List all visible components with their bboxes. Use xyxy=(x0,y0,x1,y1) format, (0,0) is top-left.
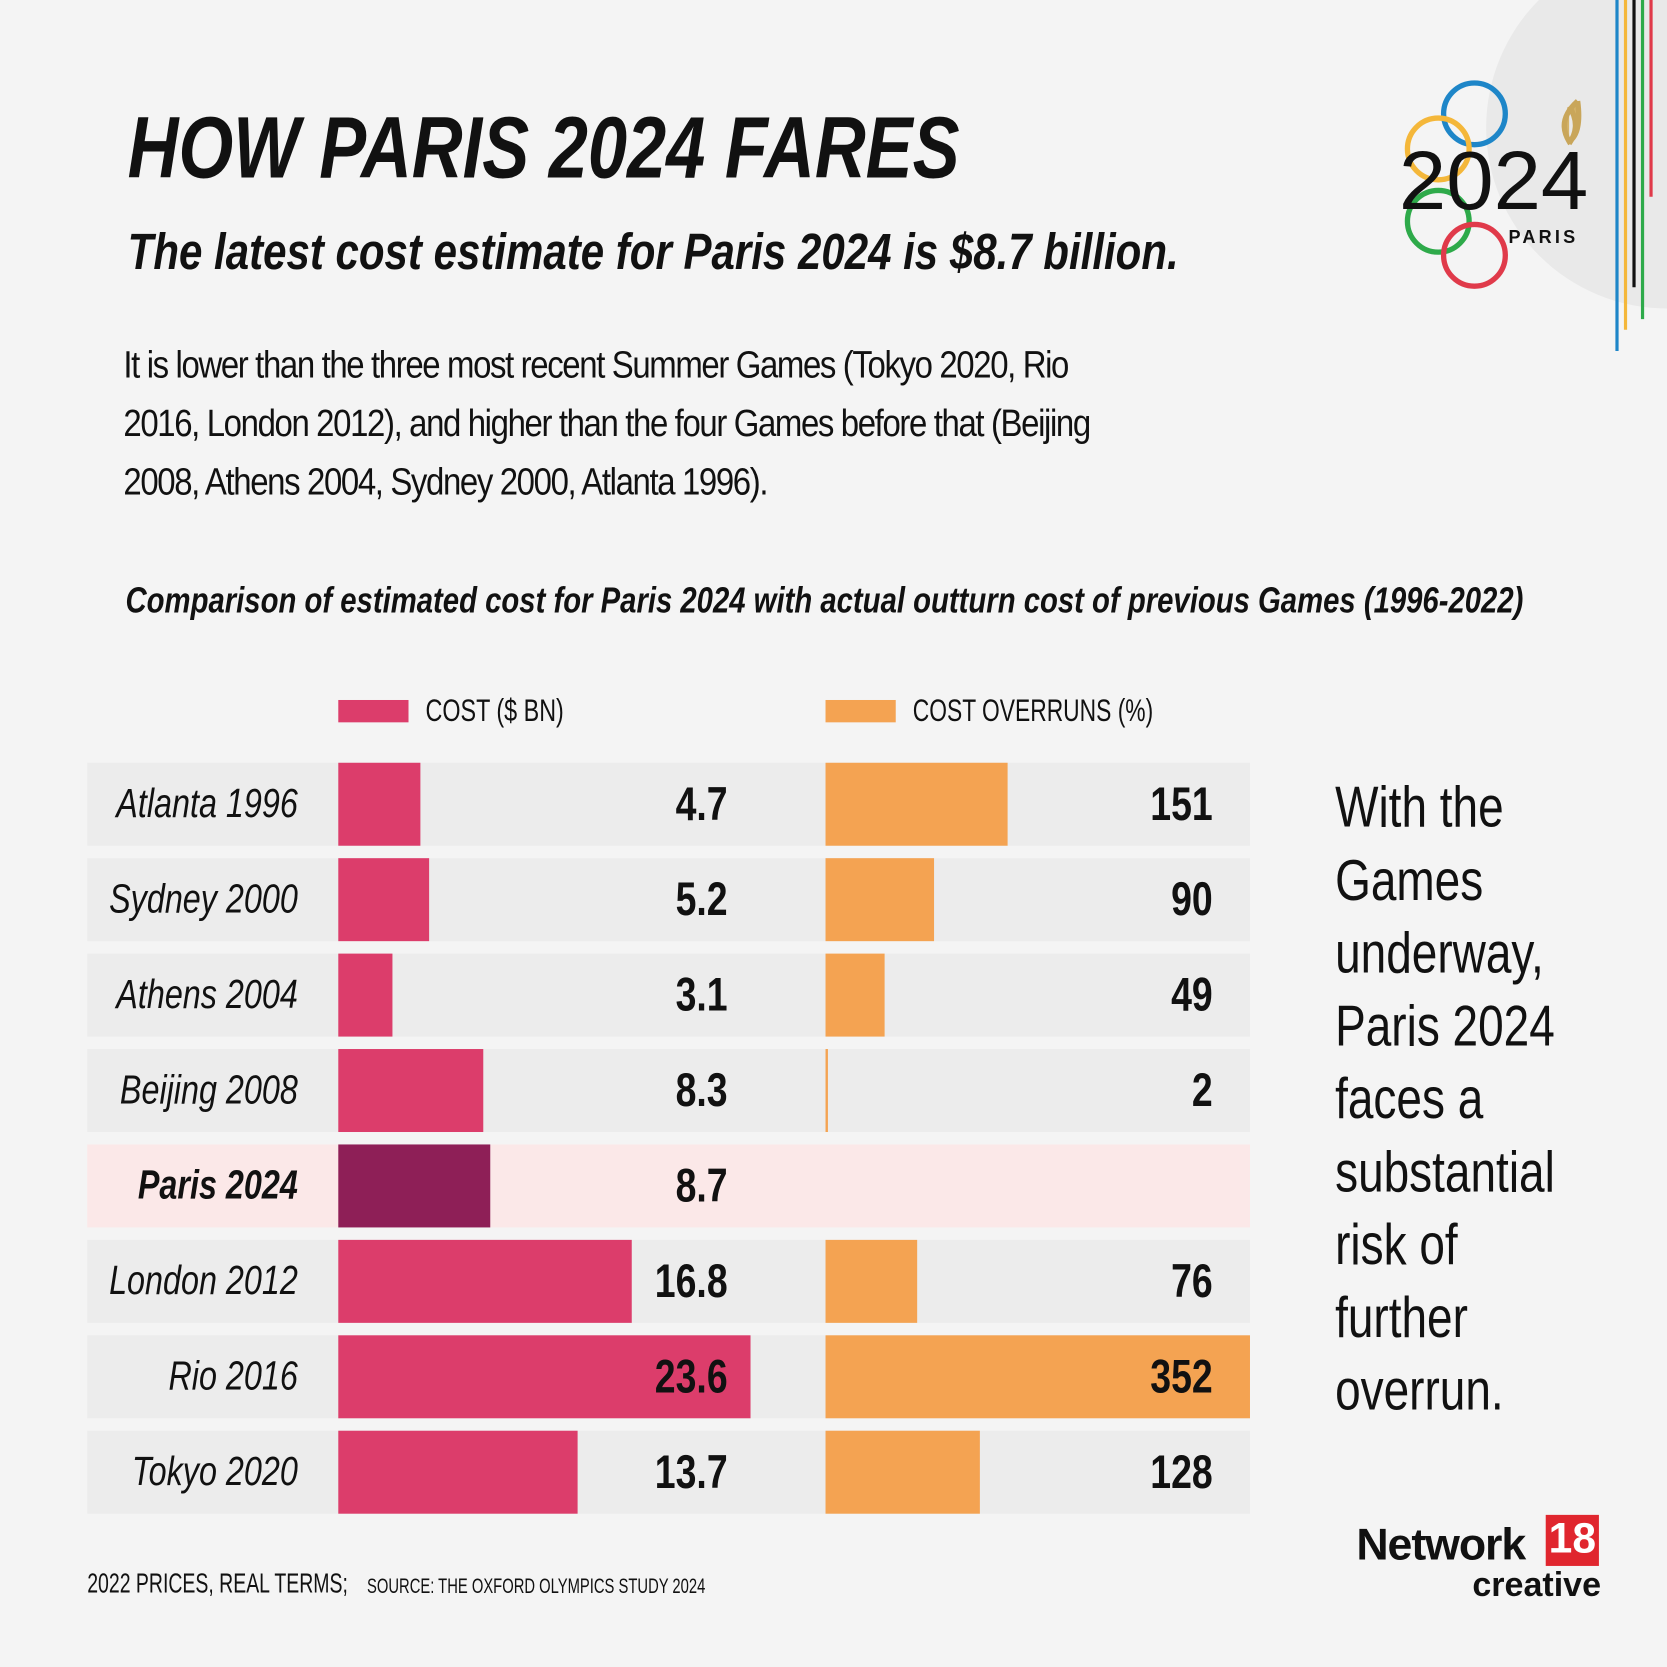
side-stripes xyxy=(1615,0,1653,352)
category-label: London 2012 xyxy=(109,1258,298,1303)
row-background xyxy=(87,1144,1250,1228)
value-label: 49 xyxy=(1171,969,1213,1021)
bar xyxy=(338,1335,751,1419)
bar xyxy=(825,953,885,1037)
brand-sub: creative xyxy=(1472,1566,1601,1604)
row-background xyxy=(87,858,1250,942)
chart-subtitle: Comparison of estimated cost for Paris 2… xyxy=(126,580,1524,621)
category-label: Atlanta 1996 xyxy=(115,781,299,826)
bar xyxy=(338,1430,578,1514)
category-label: Tokyo 2020 xyxy=(132,1449,299,1494)
value-label: 5.2 xyxy=(676,873,728,925)
brand-number: 18 xyxy=(1549,1515,1596,1563)
description-box: It is lower than the three most recent S… xyxy=(123,342,1091,504)
row-background xyxy=(87,1049,1250,1133)
source: SOURCE: THE OXFORD OLYMPICS STUDY 2024 xyxy=(367,1574,705,1598)
subtitle: The latest cost estimate for Paris 2024 … xyxy=(128,223,1179,280)
value-label: 352 xyxy=(1150,1350,1212,1402)
legend-swatch xyxy=(825,699,896,723)
logo-subtext: PARIS xyxy=(1508,227,1578,247)
value-label: 8.7 xyxy=(676,1160,728,1212)
category-label: Paris 2024 xyxy=(138,1162,298,1207)
chart-title: HOW PARIS 2024 FARES xyxy=(128,99,960,196)
value-label: 3.1 xyxy=(676,969,728,1021)
legend-label: COST OVERRUNS (%) xyxy=(913,692,1153,728)
bar xyxy=(338,1144,491,1228)
bar xyxy=(825,1430,980,1514)
row-background xyxy=(87,1430,1250,1514)
row-background xyxy=(87,762,1250,846)
value-label: 8.3 xyxy=(676,1064,728,1116)
annotation: With the Games underway, Paris 2024 face… xyxy=(1335,775,1555,1423)
row-background xyxy=(87,1239,1250,1323)
bar xyxy=(338,1239,632,1323)
bar xyxy=(338,1049,484,1133)
value-label: 16.8 xyxy=(655,1255,728,1307)
bar xyxy=(825,762,1008,846)
footnote: 2022 PRICES, REAL TERMS; xyxy=(87,1567,348,1598)
legend-swatch xyxy=(338,699,409,723)
value-label: 90 xyxy=(1171,873,1213,925)
bar xyxy=(825,858,935,942)
value-label: 76 xyxy=(1171,1255,1213,1307)
category-label: Beijing 2008 xyxy=(120,1067,299,1112)
value-label: 2 xyxy=(1192,1064,1213,1116)
value-label: 151 xyxy=(1150,778,1212,830)
corner-shape xyxy=(1486,0,1667,309)
brand-badge xyxy=(1545,1514,1599,1566)
value-label: 23.6 xyxy=(655,1350,728,1402)
row-background xyxy=(87,953,1250,1037)
category-label: Rio 2016 xyxy=(168,1353,298,1398)
bar xyxy=(338,762,421,846)
category-label: Athens 2004 xyxy=(115,971,298,1016)
description: It is lower than the three most recent S… xyxy=(123,342,1091,504)
olympic-logo xyxy=(1404,80,1582,289)
brand: Network xyxy=(1356,1521,1526,1570)
legend-label: COST ($ BN) xyxy=(426,692,564,728)
bar xyxy=(825,1335,1250,1419)
logo-text: 2024 xyxy=(1399,134,1588,227)
value-label: 128 xyxy=(1150,1446,1212,1498)
bar xyxy=(825,1049,828,1133)
category-label: Sydney 2000 xyxy=(109,876,298,921)
bar xyxy=(338,858,430,942)
bar xyxy=(825,1239,918,1323)
annotation-box: With the Games underway, Paris 2024 face… xyxy=(1335,775,1555,1423)
bar xyxy=(338,953,393,1037)
value-label: 4.7 xyxy=(676,778,728,830)
value-label: 13.7 xyxy=(655,1446,728,1498)
